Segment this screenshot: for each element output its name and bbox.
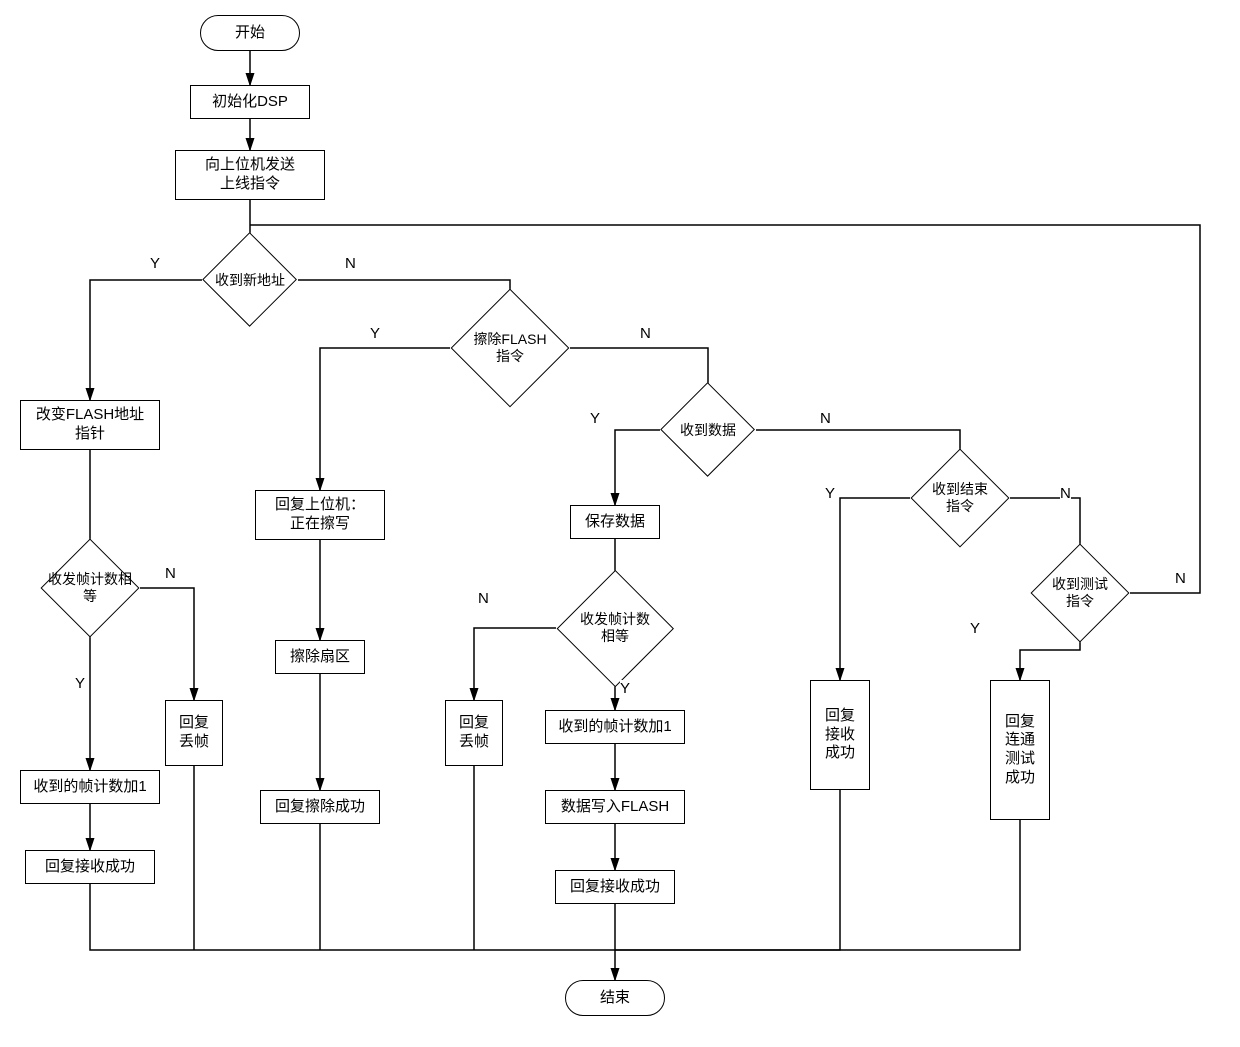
node-save_data: 保存数据 — [570, 505, 660, 539]
node-d_recvtest: 收到测试指令 — [1030, 560, 1130, 626]
node-label: 回复接收成功 — [570, 878, 660, 897]
node-label: 回复接收成功 — [825, 707, 855, 763]
edge — [570, 348, 708, 400]
node-label: 回复擦除成功 — [275, 798, 365, 817]
node-label: 改变FLASH地址指针 — [36, 406, 144, 444]
yn-label: N — [820, 410, 831, 427]
node-d_eraseflash: 擦除FLASH指令 — [450, 310, 570, 386]
node-label: 收发帧计数相等 — [580, 611, 650, 645]
node-reply_erase_ok: 回复擦除成功 — [260, 790, 380, 824]
yn-label: N — [478, 590, 489, 607]
yn-label: Y — [75, 675, 85, 692]
edge — [615, 820, 1020, 950]
node-label: 收到的帧计数加1 — [33, 778, 146, 797]
edge — [140, 588, 194, 700]
node-label: 初始化DSP — [212, 93, 288, 112]
node-reply_ok_c: 回复接收成功 — [555, 870, 675, 904]
node-label: 数据写入FLASH — [561, 798, 669, 817]
node-label: 收到新地址 — [215, 272, 285, 289]
node-label: 收到的帧计数加1 — [558, 718, 671, 737]
node-init_dsp: 初始化DSP — [190, 85, 310, 119]
yn-label: Y — [150, 255, 160, 272]
node-reply_recv_ok: 回复接收成功 — [810, 680, 870, 790]
edge — [90, 884, 615, 950]
yn-label: N — [1175, 570, 1186, 587]
edge — [298, 280, 510, 310]
node-frame_inc_c: 收到的帧计数加1 — [545, 710, 685, 744]
yn-label: N — [345, 255, 356, 272]
yn-label: Y — [620, 680, 630, 697]
node-write_flash: 数据写入FLASH — [545, 790, 685, 824]
node-chg_flashptr: 改变FLASH地址指针 — [20, 400, 160, 450]
yn-label: N — [640, 325, 651, 342]
node-frame_inc_a: 收到的帧计数加1 — [20, 770, 160, 804]
edge — [840, 498, 910, 680]
yn-label: Y — [970, 620, 980, 637]
node-label: 结束 — [600, 989, 630, 1008]
edge — [756, 430, 960, 465]
node-send_online: 向上位机发送上线指令 — [175, 150, 325, 200]
yn-label: Y — [825, 485, 835, 502]
yn-label: Y — [590, 410, 600, 427]
node-label: 收到测试指令 — [1052, 576, 1108, 610]
node-d_frame_eq_a: 收发帧计数相等 — [40, 555, 140, 621]
node-start: 开始 — [200, 15, 300, 51]
node-reply_lost_c: 回复丢帧 — [445, 700, 503, 766]
yn-label: N — [165, 565, 176, 582]
node-d_recvend: 收到结束指令 — [910, 465, 1010, 531]
edge — [90, 280, 202, 400]
node-label: 收到结束指令 — [932, 481, 988, 515]
node-reply_ok_a: 回复接收成功 — [25, 850, 155, 884]
node-label: 擦除扇区 — [290, 648, 350, 667]
node-label: 回复丢帧 — [459, 714, 489, 752]
node-label: 回复上位机：正在擦写 — [275, 496, 365, 534]
node-label: 回复连通测试成功 — [1005, 713, 1035, 788]
edge — [615, 430, 660, 505]
node-end: 结束 — [565, 980, 665, 1016]
yn-label: Y — [370, 325, 380, 342]
yn-label: N — [1060, 485, 1071, 502]
edge — [320, 348, 450, 490]
node-label: 擦除FLASH指令 — [473, 331, 546, 365]
node-label: 收到数据 — [680, 422, 736, 439]
node-erase_sector: 擦除扇区 — [275, 640, 365, 674]
node-label: 向上位机发送上线指令 — [205, 156, 295, 194]
node-reply_lost_a: 回复丢帧 — [165, 700, 223, 766]
node-label: 回复接收成功 — [45, 858, 135, 877]
edge — [1010, 498, 1080, 560]
node-label: 保存数据 — [585, 513, 645, 532]
node-d_frame_eq_c: 收发帧计数相等 — [556, 590, 674, 666]
node-d_newaddr: 收到新地址 — [202, 250, 298, 310]
flowchart-canvas: 开始初始化DSP 向上位机发送上线指令收到新地址擦除FLASH指令收到数据收到结束… — [0, 0, 1240, 1047]
node-reply_writing: 回复上位机：正在擦写 — [255, 490, 385, 540]
node-label: 收发帧计数相等 — [48, 571, 132, 605]
node-d_recvdata: 收到数据 — [660, 400, 756, 460]
node-label: 开始 — [235, 24, 265, 43]
edge — [474, 628, 556, 700]
node-label: 回复丢帧 — [179, 714, 209, 752]
node-reply_test_ok: 回复连通测试成功 — [990, 680, 1050, 820]
